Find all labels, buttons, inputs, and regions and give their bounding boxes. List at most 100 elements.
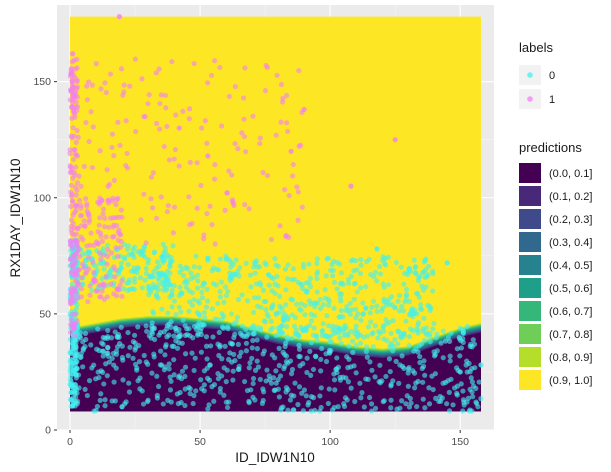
- point-label-1: [166, 157, 173, 163]
- point-label-1: [114, 287, 120, 293]
- point-label-0: [365, 376, 371, 382]
- point-label-0: [224, 404, 231, 411]
- point-label-0: [294, 301, 300, 307]
- point-label-0: [273, 262, 279, 268]
- point-label-1: [194, 205, 200, 211]
- point-label-0: [338, 270, 345, 276]
- point-label-0: [470, 337, 476, 343]
- point-label-0: [322, 287, 328, 293]
- point-label-0: [385, 282, 392, 288]
- point-label-1: [150, 205, 156, 211]
- point-label-0: [100, 353, 106, 359]
- point-label-0: [374, 278, 380, 284]
- point-label-0: [398, 264, 404, 270]
- point-label-0: [121, 286, 127, 292]
- point-label-0: [369, 304, 375, 310]
- point-label-0: [137, 375, 143, 381]
- predictions-legend-key: [519, 278, 541, 298]
- point-label-1: [74, 180, 81, 186]
- point-label-0: [292, 315, 299, 321]
- point-label-0: [208, 343, 214, 349]
- point-label-1: [99, 288, 105, 294]
- point-label-0: [426, 401, 433, 407]
- predictions-legend-label: (0.4, 0.5]: [549, 260, 592, 272]
- point-label-0: [77, 354, 83, 361]
- point-label-1: [101, 296, 107, 302]
- point-label-1: [68, 71, 74, 77]
- point-label-0: [180, 317, 186, 323]
- point-label-0: [227, 340, 234, 346]
- point-label-1: [113, 201, 119, 208]
- point-label-0: [392, 305, 398, 311]
- point-label-0: [283, 302, 289, 308]
- point-label-0: [478, 362, 484, 368]
- point-label-0: [174, 345, 181, 351]
- point-label-0: [131, 265, 137, 271]
- point-label-0: [347, 311, 353, 317]
- point-label-0: [306, 261, 312, 267]
- point-label-1: [208, 72, 215, 79]
- point-label-0: [317, 408, 323, 414]
- point-label-1: [109, 234, 115, 240]
- predictions-legend-key: [519, 209, 541, 229]
- point-label-0: [215, 376, 222, 382]
- point-label-0: [250, 309, 257, 316]
- point-label-1: [115, 229, 121, 236]
- point-label-0: [407, 395, 413, 402]
- point-label-0: [475, 404, 481, 410]
- point-label-1: [243, 149, 249, 155]
- point-label-0: [458, 381, 464, 387]
- point-label-0: [119, 404, 125, 410]
- point-label-0: [296, 346, 303, 352]
- point-label-0: [272, 281, 278, 287]
- point-label-0: [446, 389, 452, 395]
- point-label-0: [109, 355, 115, 361]
- point-label-1: [67, 163, 73, 169]
- point-label-1: [296, 67, 302, 74]
- point-label-1: [78, 234, 84, 240]
- point-label-0: [369, 401, 375, 407]
- point-label-0: [310, 366, 317, 373]
- point-label-1: [202, 118, 208, 124]
- point-label-0: [303, 324, 309, 331]
- point-label-1: [205, 153, 211, 159]
- point-label-0: [137, 386, 143, 392]
- point-label-0: [372, 323, 378, 329]
- point-label-1: [114, 197, 120, 203]
- axes: 0 50 100 150 0 50 100 150: [33, 76, 469, 448]
- point-label-0: [169, 343, 175, 349]
- point-label-0: [239, 292, 245, 298]
- predictions-legend-label: (0.7, 0.8]: [549, 329, 592, 341]
- point-label-1: [242, 202, 248, 208]
- point-label-0: [209, 268, 215, 274]
- point-label-0: [318, 356, 324, 363]
- point-label-0: [74, 390, 80, 396]
- point-label-0: [361, 404, 367, 410]
- point-label-1: [110, 215, 117, 221]
- point-label-0: [203, 334, 210, 340]
- point-label-0: [111, 379, 117, 385]
- point-label-0: [139, 285, 145, 291]
- point-label-1: [124, 150, 130, 157]
- point-label-0: [337, 295, 344, 301]
- point-label-0: [395, 328, 402, 334]
- point-label-0: [383, 316, 389, 323]
- point-label-0: [261, 348, 267, 354]
- point-label-0: [440, 355, 446, 361]
- point-label-1: [68, 301, 74, 307]
- point-label-0: [473, 399, 479, 405]
- point-label-0: [97, 260, 103, 266]
- point-label-0: [396, 380, 402, 386]
- point-label-0: [331, 279, 338, 286]
- point-label-0: [334, 286, 340, 292]
- point-label-1: [191, 60, 197, 67]
- point-label-0: [408, 400, 414, 406]
- point-label-1: [164, 209, 171, 215]
- point-label-0: [395, 298, 401, 304]
- point-label-0: [252, 270, 258, 276]
- point-label-0: [176, 293, 182, 299]
- point-label-0: [357, 340, 364, 346]
- point-label-0: [213, 282, 219, 288]
- point-label-1: [72, 146, 78, 153]
- point-label-0: [198, 325, 204, 331]
